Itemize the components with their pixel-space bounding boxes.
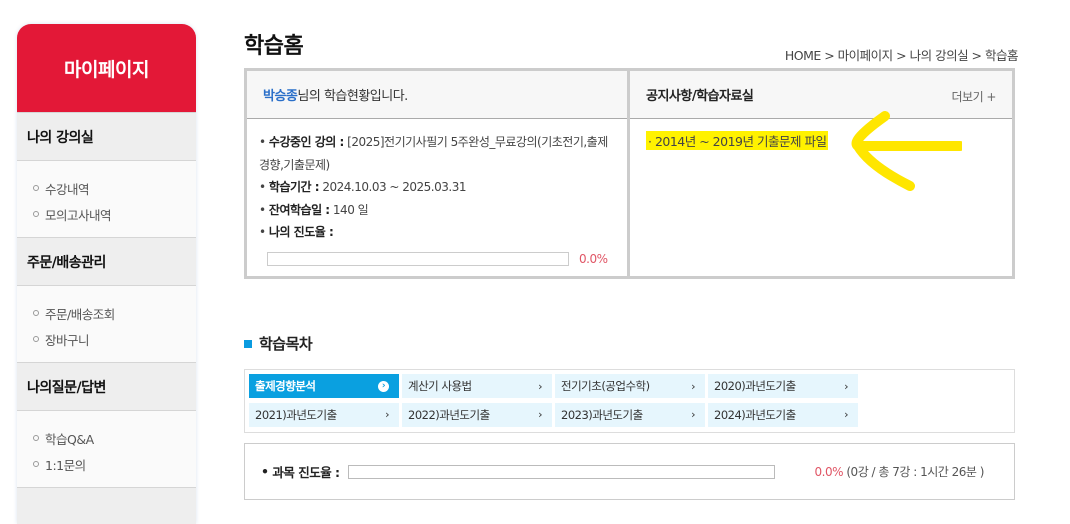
toc-title: 학습목차 bbox=[244, 333, 313, 354]
bullet-icon bbox=[33, 336, 39, 342]
subject-progress-label: 과목 진도율 : bbox=[272, 465, 340, 480]
toc-tabs: 출제경향분석 › 계산기 사용법 › 전기기초(공업수학) › 2020)과년도기출 › 202… bbox=[244, 369, 1015, 433]
tab-2[interactable]: 전기기초(공업수학) › bbox=[555, 374, 705, 398]
chevron-right-icon: › bbox=[538, 408, 542, 421]
tab-4[interactable]: 2021)과년도기출 › bbox=[249, 402, 399, 427]
notice-panel: 공지사항/학습자료실 더보기 + · 2014년 ~ 2019년 기출문제 파일 bbox=[630, 71, 1012, 276]
arrow-annotation-icon bbox=[851, 111, 962, 191]
sidebar-item-label: 모의고사내역 bbox=[45, 207, 112, 223]
progress-row: • 나의 진도율 : bbox=[259, 225, 334, 239]
remain-value: 140 일 bbox=[332, 202, 369, 217]
chevron-right-icon: › bbox=[844, 408, 848, 421]
notice-title: 공지사항/학습자료실 bbox=[630, 71, 1012, 119]
tab-label: 2023)과년도기출 bbox=[561, 407, 643, 422]
tab-label: 2024)과년도기출 bbox=[714, 407, 796, 422]
chevron-right-icon: › bbox=[538, 379, 542, 393]
sidebar-item-mock-exams[interactable]: 모의고사내역 bbox=[33, 201, 196, 227]
study-status-panel: 박승종 님의 학습현황입니다. • 수강중인 강의 : [2025]전기기사필기 … bbox=[247, 71, 630, 276]
remain-row: • 잔여학습일 : 140 일 bbox=[259, 202, 369, 217]
chevron-right-icon: › bbox=[691, 379, 695, 393]
sidebar: 마이페이지 나의 강의실 수강내역 모의고사내역 주문/배송관리 주문/배송조회… bbox=[17, 24, 196, 524]
sidebar-item-order-lookup[interactable]: 주문/배송조회 bbox=[33, 300, 196, 326]
progress-bar bbox=[267, 252, 569, 266]
chevron-right-icon: › bbox=[378, 380, 389, 392]
bullet-icon bbox=[33, 461, 39, 467]
study-status-box: 박승종 님의 학습현황입니다. • 수강중인 강의 : [2025]전기기사필기 … bbox=[244, 68, 1015, 279]
chevron-right-icon: › bbox=[385, 408, 389, 421]
sidebar-item-label: 주문/배송조회 bbox=[45, 306, 115, 322]
tab-label: 계산기 사용법 bbox=[408, 379, 472, 393]
toc-title-label: 학습목차 bbox=[259, 335, 313, 353]
course-row: • 수강중인 강의 : [2025]전기기사필기 5주완성_무료강의(기초전기,… bbox=[259, 135, 608, 172]
chevron-right-icon: › bbox=[691, 408, 695, 421]
sidebar-item-label: 학습Q&A bbox=[45, 431, 94, 447]
course-label: 수강중인 강의 : bbox=[268, 135, 344, 149]
tab-1[interactable]: 계산기 사용법 › bbox=[402, 374, 552, 398]
user-name: 박승종 bbox=[263, 89, 298, 104]
notice-item[interactable]: · 2014년 ~ 2019년 기출문제 파일 bbox=[646, 131, 829, 150]
breadcrumb: HOME > 마이페이지 > 나의 강의실 > 학습홈 bbox=[784, 48, 1019, 63]
sidebar-item-enrollments[interactable]: 수강내역 bbox=[33, 175, 196, 201]
sidebar-item-label: 1:1문의 bbox=[45, 457, 86, 473]
status-header: 박승종 님의 학습현황입니다. bbox=[247, 71, 627, 119]
progress-label: 나의 진도율 : bbox=[268, 225, 334, 239]
tab-0[interactable]: 출제경향분석 › bbox=[249, 374, 399, 398]
sidebar-item-label: 수강내역 bbox=[45, 181, 90, 197]
sidebar-title: 마이페이지 bbox=[17, 24, 196, 112]
sidebar-item-label: 장바구니 bbox=[45, 332, 90, 348]
bullet-icon bbox=[33, 211, 39, 217]
tab-3[interactable]: 2020)과년도기출 › bbox=[708, 374, 858, 398]
sidebar-section-lecture[interactable]: 나의 강의실 bbox=[17, 112, 196, 161]
sidebar-section-qna[interactable]: 나의질문/답변 bbox=[17, 362, 196, 411]
square-icon bbox=[244, 339, 252, 348]
tab-label: 2022)과년도기출 bbox=[408, 407, 490, 422]
tab-label: 출제경향분석 bbox=[255, 379, 316, 393]
tab-7[interactable]: 2024)과년도기출 › bbox=[708, 402, 858, 427]
sidebar-section-orders[interactable]: 주문/배송관리 bbox=[17, 237, 196, 286]
bullet-icon bbox=[33, 310, 39, 316]
course-value: [2025]전기기사필기 5주완성_무료강의(기초전기,출제경향,기출문제) bbox=[259, 135, 608, 172]
sidebar-item-cart[interactable]: 장바구니 bbox=[33, 326, 196, 352]
subject-detail: (0강 / 총 7강 : 1시간 26분 ) bbox=[846, 465, 984, 479]
sidebar-item-study-qna[interactable]: 학습Q&A bbox=[33, 425, 196, 451]
tab-label: 2021)과년도기출 bbox=[255, 407, 337, 422]
bullet-icon bbox=[33, 435, 39, 441]
tab-6[interactable]: 2023)과년도기출 › bbox=[555, 402, 705, 427]
page-title: 학습홈 bbox=[244, 34, 304, 59]
greeting: 님의 학습현황입니다. bbox=[297, 89, 408, 104]
more-link[interactable]: 더보기 + bbox=[951, 90, 997, 104]
sidebar-section-more[interactable] bbox=[17, 487, 196, 524]
remain-label: 잔여학습일 : bbox=[268, 202, 330, 217]
progress-percent: 0.0% bbox=[579, 251, 608, 266]
bullet-icon bbox=[33, 185, 39, 191]
chevron-right-icon: › bbox=[844, 379, 848, 393]
tab-label: 2020)과년도기출 bbox=[714, 379, 796, 393]
period-value: 2024.10.03 ~ 2025.03.31 bbox=[322, 180, 466, 194]
period-row: • 학습기간 : 2024.10.03 ~ 2025.03.31 bbox=[259, 180, 466, 194]
sidebar-item-inquiry[interactable]: 1:1문의 bbox=[33, 451, 196, 477]
subject-percent: 0.0% bbox=[814, 465, 844, 479]
subject-progress-bar bbox=[347, 464, 775, 479]
notice-item-label: 2014년 ~ 2019년 기출문제 파일 bbox=[654, 134, 827, 149]
period-label: 학습기간 : bbox=[268, 180, 320, 194]
tab-label: 전기기초(공업수학) bbox=[561, 379, 650, 393]
subject-progress: • 과목 진도율 : 0.0% (0강 / 총 7강 : 1시간 26분 ) bbox=[244, 443, 1015, 500]
tab-5[interactable]: 2022)과년도기출 › bbox=[402, 402, 552, 427]
